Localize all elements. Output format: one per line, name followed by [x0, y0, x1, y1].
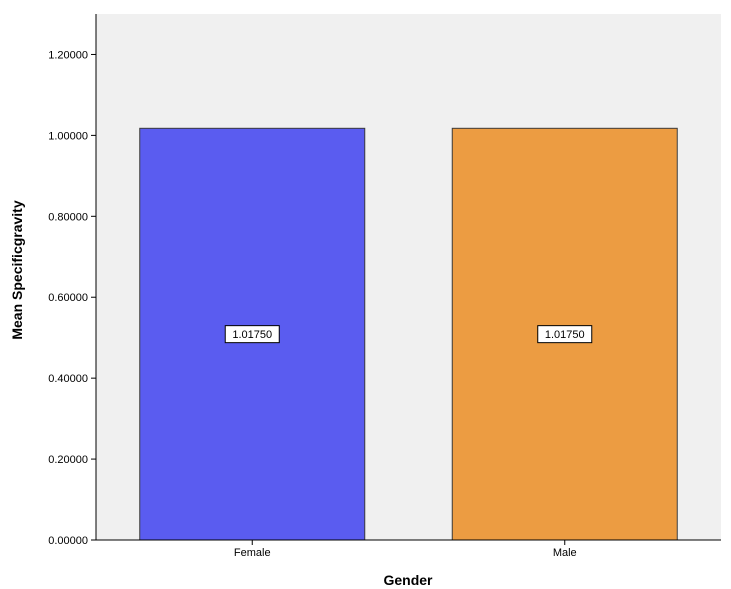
- y-tick-label: 0.60000: [48, 292, 88, 304]
- data-label: 1.01750: [545, 329, 585, 341]
- y-tick-label: 0.40000: [48, 373, 88, 385]
- data-label-box: [537, 325, 593, 344]
- y-tick-label: 1.20000: [48, 49, 88, 61]
- x-tick-label: Male: [553, 547, 577, 559]
- x-tick-label: Female: [234, 547, 271, 559]
- y-tick-label: 0.80000: [48, 211, 88, 223]
- y-axis-title: Mean Specificgravity: [9, 200, 25, 339]
- y-tick-label: 1.00000: [48, 130, 88, 142]
- data-label: 1.01750: [232, 329, 272, 341]
- y-tick-label: 0.00000: [48, 535, 88, 547]
- y-tick-label: 0.20000: [48, 454, 88, 466]
- labels-layer: 1.01750 1.01750: [224, 325, 593, 344]
- x-axis-title: Gender: [383, 572, 433, 588]
- axes-layer: 0.00000 0.20000 0.40000 0.60000 0.80000 1.000…: [48, 14, 721, 559]
- data-label-box: [224, 325, 280, 344]
